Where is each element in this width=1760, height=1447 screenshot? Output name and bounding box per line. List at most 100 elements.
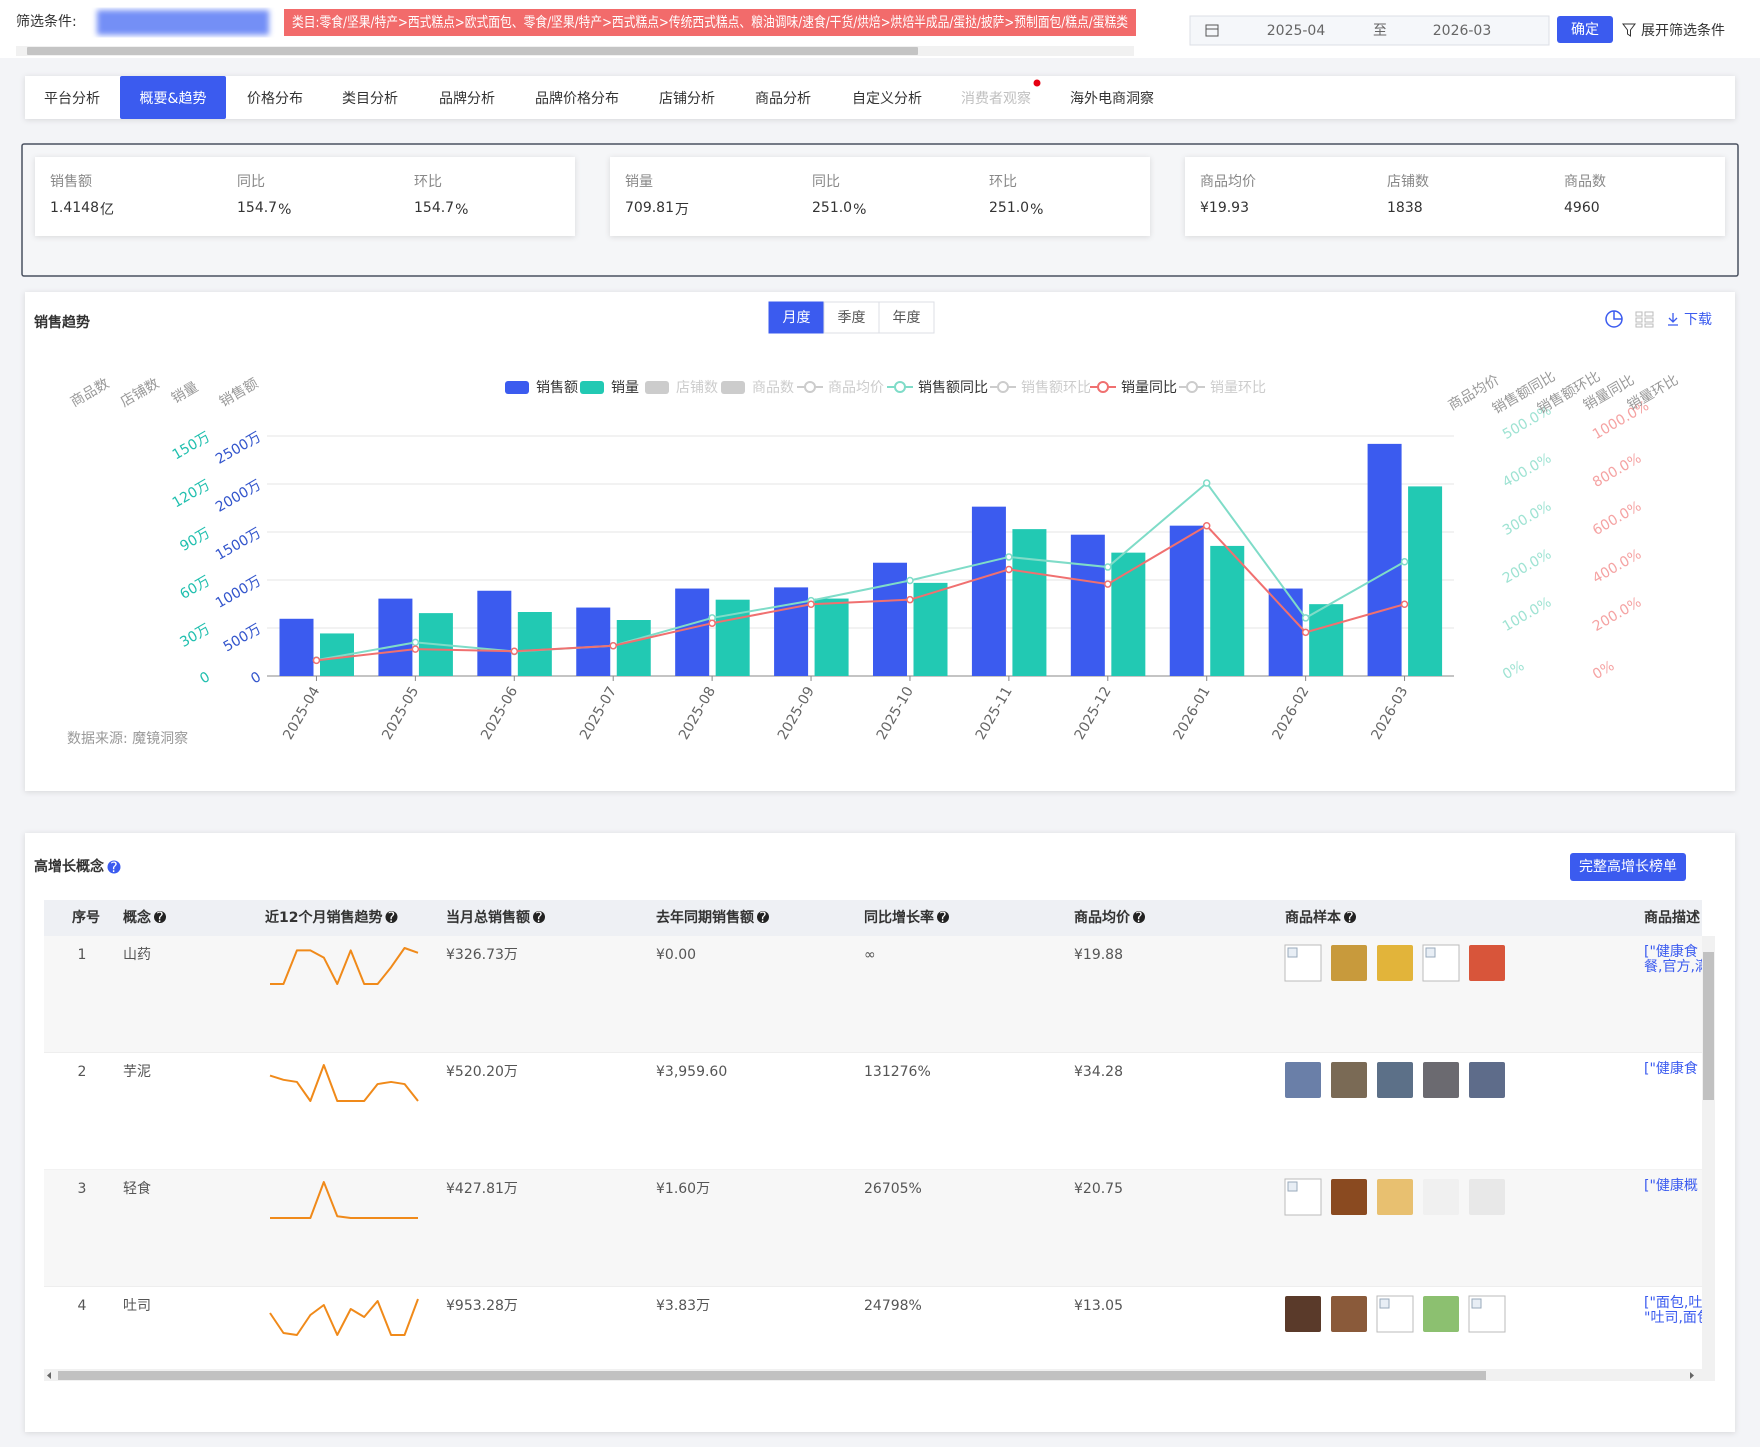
h-scroll-arrow-right: [1690, 1372, 1694, 1379]
product-thumbnail[interactable]: [1377, 1179, 1413, 1215]
period-button[interactable]: [768, 301, 825, 334]
filter-tag-text-group: 类目:零食/坚果/特产>西式糕点>欧式面包、零食/坚果/特产>西式糕点>传统西式…: [292, 14, 1128, 31]
v-scroll-thumb[interactable]: [1703, 952, 1714, 1100]
kpi-value: 251.0: [812, 200, 852, 216]
tab[interactable]: 品牌价格分布: [535, 90, 619, 107]
cell-growth: 26705%: [864, 1181, 922, 1197]
line-point: [510, 647, 519, 656]
tab[interactable]: 商品分析: [755, 91, 811, 107]
tab[interactable]: 海外电商洞察: [1070, 90, 1154, 107]
cell-desc[interactable]: ["健康概: [1644, 1177, 1698, 1194]
tab[interactable]: 概要&趋势: [140, 91, 207, 107]
period-button[interactable]: [878, 301, 935, 334]
help-icon: [533, 911, 545, 923]
cell-desc[interactable]: ["面包,吐: [1644, 1295, 1702, 1311]
legend-label[interactable]: 销量同比: [1121, 380, 1177, 396]
period-button[interactable]: [823, 301, 880, 334]
tab-active-bg: [120, 76, 226, 119]
legend-label[interactable]: 销售额环比: [1021, 380, 1091, 396]
broken-image-icon: [1287, 1181, 1298, 1192]
product-thumbnail[interactable]: [1423, 1062, 1459, 1098]
bar: [913, 582, 948, 676]
product-thumbnail[interactable]: [1285, 1062, 1321, 1098]
column-header: 当月总销售额: [446, 909, 530, 926]
kpi-value: 251.0: [989, 200, 1029, 216]
date-range[interactable]: [1189, 15, 1550, 46]
product-thumbnail[interactable]: [1331, 945, 1367, 981]
cell-last-year: ¥3,959.60: [656, 1064, 727, 1080]
legend-label[interactable]: 销售额: [536, 380, 578, 396]
legend-swatch[interactable]: [721, 381, 745, 394]
sparkline: [269, 1064, 419, 1102]
kpi-value: 4960: [1564, 200, 1600, 216]
broken-image-icon: [1287, 947, 1298, 958]
line-point: [1400, 558, 1409, 566]
cell-desc[interactable]: ["健康食: [1644, 1060, 1698, 1077]
column-header: 去年同期销售额: [656, 909, 754, 926]
tab[interactable]: 店铺分析: [659, 91, 715, 107]
cell-current: ¥326.73万: [446, 947, 518, 963]
tab[interactable]: 价格分布: [247, 91, 303, 107]
help-icon: [154, 911, 166, 923]
expand-filter[interactable]: 展开筛选条件: [1641, 22, 1725, 39]
chart-panel: [25, 292, 1735, 791]
product-thumbnail[interactable]: [1377, 1062, 1413, 1098]
legend-swatch[interactable]: [580, 381, 604, 394]
legend-label[interactable]: 商品均价: [828, 380, 884, 396]
column-header: 商品样本: [1285, 909, 1342, 926]
product-thumbnail[interactable]: [1331, 1062, 1367, 1098]
confirm-button[interactable]: [1557, 16, 1613, 43]
h-scroll-arrow-left: [47, 1372, 51, 1379]
product-thumbnail[interactable]: [1331, 1179, 1367, 1215]
product-thumbnail[interactable]: [1377, 945, 1413, 981]
download[interactable]: 下载: [1684, 312, 1712, 328]
broken-image-icon: [1379, 1298, 1390, 1309]
kpi-value: 1838: [1387, 200, 1423, 216]
kpi-unit: %: [278, 202, 291, 218]
tab[interactable]: 类目分析: [342, 91, 398, 107]
column-header: 商品描述: [1644, 909, 1700, 926]
product-thumbnail[interactable]: [1469, 945, 1505, 981]
column-header: 序号: [72, 909, 100, 926]
h-scroll-thumb[interactable]: [58, 1371, 1486, 1380]
kpi-unit: %: [455, 202, 468, 218]
pie-icon-slice: [1613, 311, 1622, 320]
product-thumbnail[interactable]: [1423, 1179, 1459, 1215]
legend-label[interactable]: 商品数: [752, 380, 794, 396]
download-icon: [1668, 313, 1678, 326]
cell-desc[interactable]: ["健康食: [1644, 943, 1698, 960]
product-thumbnail[interactable]: [1469, 1179, 1505, 1215]
kpi-unit: 万: [675, 202, 689, 218]
kpi-value: ¥19.93: [1200, 200, 1249, 216]
full-list-label: 完整高增长榜单: [1579, 858, 1677, 875]
product-thumbnail[interactable]: [1469, 1062, 1505, 1098]
product-thumbnail[interactable]: [1331, 1296, 1367, 1332]
table-icon[interactable]: [1635, 311, 1654, 328]
line-point: [906, 576, 914, 585]
kpi-card: [1185, 157, 1725, 236]
help-icon: [1133, 911, 1145, 923]
tab[interactable]: 自定义分析: [852, 91, 922, 107]
legend-label[interactable]: 店铺数: [676, 380, 718, 396]
legend-swatch[interactable]: [505, 381, 529, 394]
help-icon-mark: ?: [110, 860, 117, 876]
legend-swatch[interactable]: [645, 381, 669, 394]
product-thumbnail[interactable]: [1423, 1296, 1459, 1332]
legend-label[interactable]: 销量: [611, 380, 639, 396]
kpi-card: [35, 157, 575, 236]
legend-label[interactable]: 销量环比: [1210, 380, 1266, 396]
period-label: 季度: [838, 310, 866, 326]
product-thumbnail[interactable]: [1285, 1296, 1321, 1332]
line-point: [1301, 614, 1310, 622]
full-list-button[interactable]: [1570, 853, 1686, 881]
cell-desc[interactable]: 餐,官方,满: [1644, 959, 1709, 975]
filter-tag[interactable]: [284, 9, 1136, 36]
tab[interactable]: 品牌分析: [439, 90, 495, 107]
cell-desc[interactable]: "吐司,面包: [1644, 1310, 1711, 1326]
legend-label[interactable]: 销售额同比: [918, 380, 988, 396]
period-label: 月度: [783, 310, 811, 326]
broken-image-icon: [1425, 947, 1436, 958]
tab[interactable]: 平台分析: [44, 91, 100, 107]
product-thumbnail-broken[interactable]: [1468, 1295, 1506, 1333]
